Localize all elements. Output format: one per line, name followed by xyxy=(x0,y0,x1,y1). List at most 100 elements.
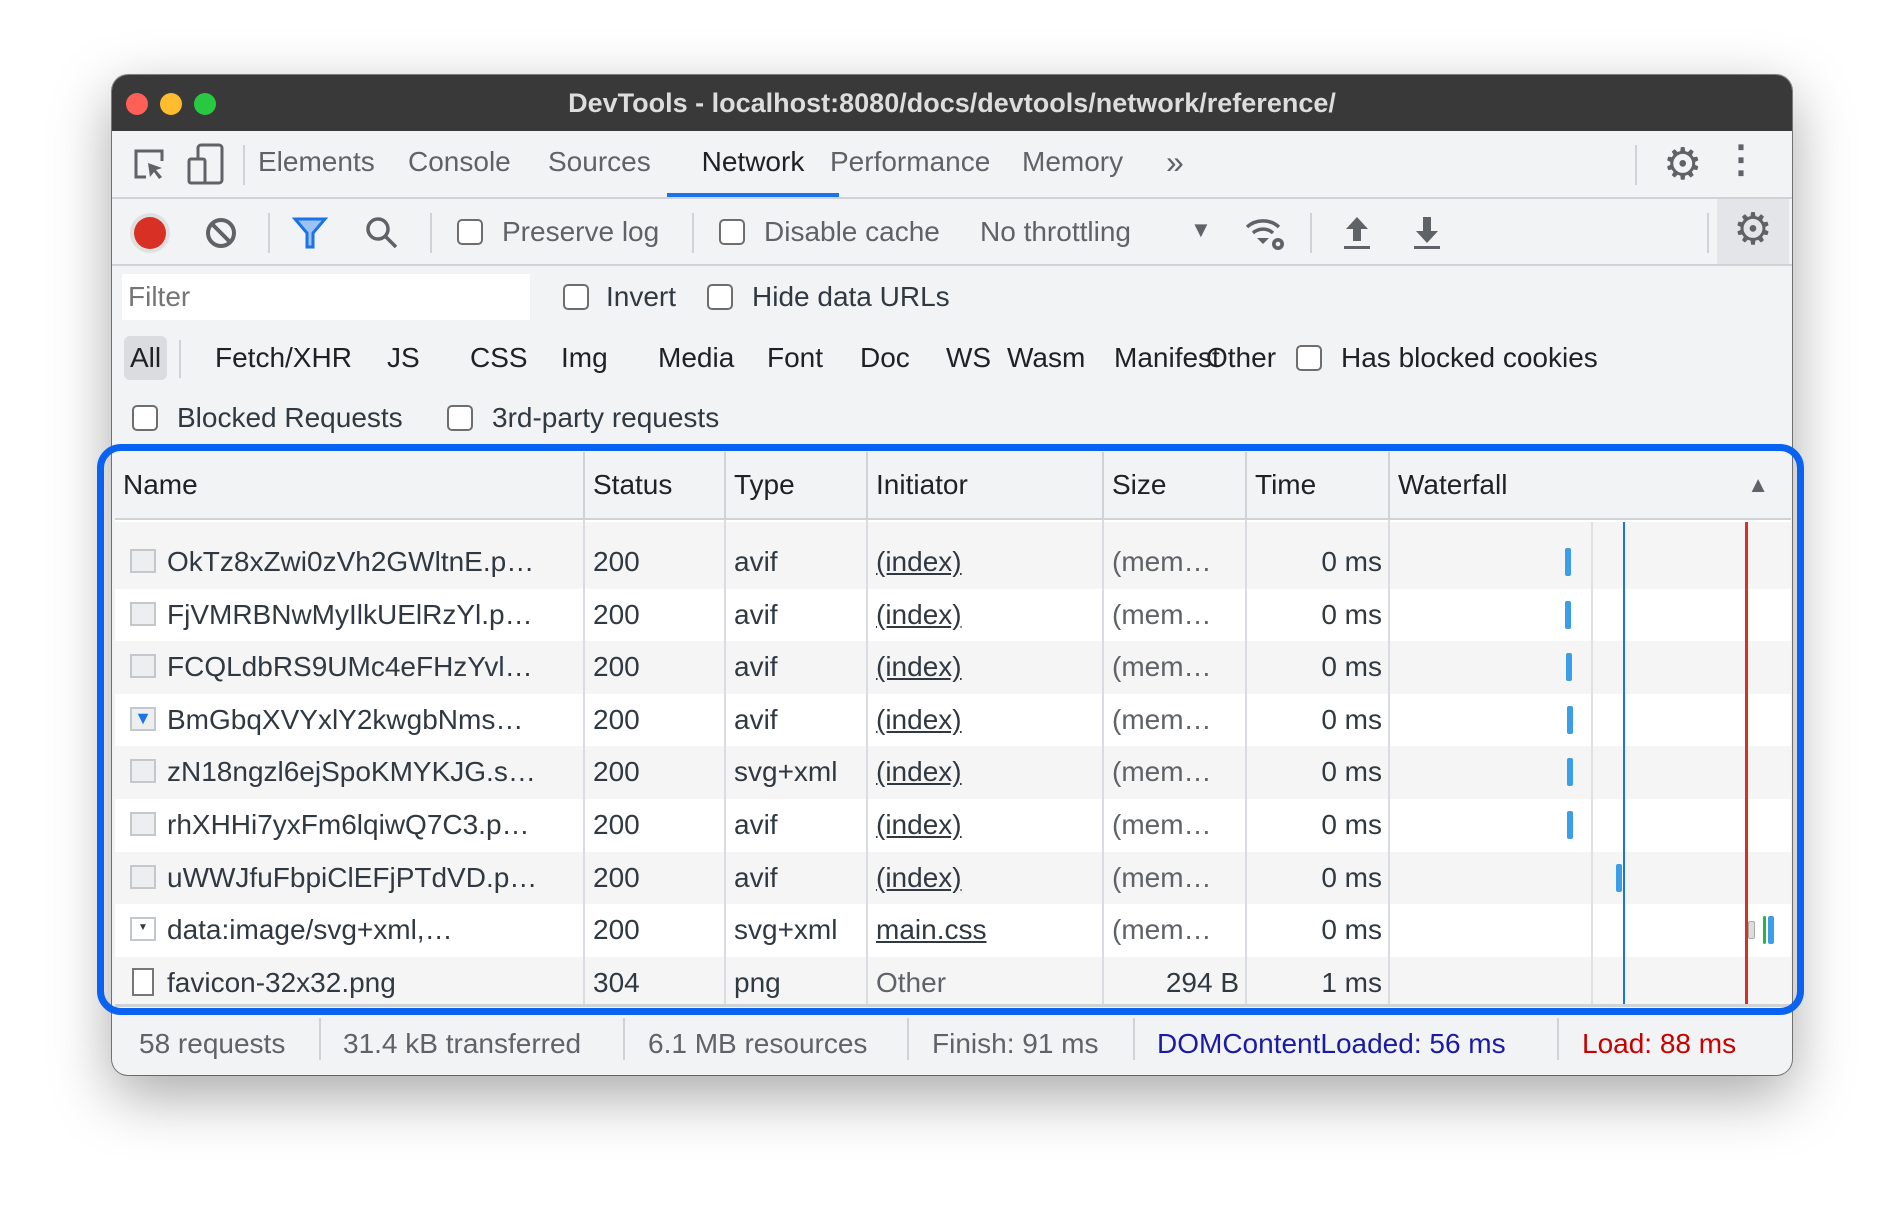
cell-initiator[interactable]: (index) xyxy=(876,598,962,630)
cell-initiator[interactable]: (index) xyxy=(876,703,962,735)
cell-type: avif xyxy=(734,651,778,683)
cell-initiator[interactable]: (index) xyxy=(876,756,962,788)
window-title: DevTools - localhost:8080/docs/devtools/… xyxy=(568,88,1336,118)
export-har-icon[interactable] xyxy=(1412,215,1442,251)
cell-initiator[interactable]: (index) xyxy=(876,546,962,577)
cell-status: 200 xyxy=(593,809,640,840)
table-row[interactable]: FjVMRBNwMyIlkUElRzYl.p… 200 avif (index) (me… xyxy=(115,589,1791,642)
blocked-requests-label: Blocked Requests xyxy=(177,402,403,433)
cell-type: avif xyxy=(734,598,778,630)
waterfall-grid-line xyxy=(1591,522,1593,1007)
table-row[interactable]: rhXHHi7yxFm6lqiwQ7C3.p… 200 avif (index) (me… xyxy=(115,799,1791,852)
column-header-label: Time xyxy=(1255,469,1317,500)
type-filter-js[interactable]: JS xyxy=(387,342,420,373)
table-row[interactable]: OkTz8xZwi0zVh2GWltnE.p… 200 avif (index) (me… xyxy=(115,536,1791,589)
third-party-checkbox[interactable] xyxy=(447,405,473,431)
zoom-window-button[interactable] xyxy=(194,93,216,115)
cell-initiator[interactable]: main.css xyxy=(876,914,987,946)
type-filter-doc[interactable]: Doc xyxy=(860,342,910,373)
column-header-size[interactable]: Size xyxy=(1104,452,1247,520)
tab-sources[interactable]: Sources xyxy=(548,146,651,177)
settings-gear-icon[interactable]: ⚙ xyxy=(1663,140,1703,189)
record-icon[interactable] xyxy=(134,217,166,249)
table-row[interactable]: favicon-32x32.png 304 png Other 294 B 1 ms xyxy=(115,956,1791,1010)
cell-status: 304 xyxy=(593,966,640,998)
dropdown-arrow-icon[interactable]: ▼ xyxy=(1190,217,1212,242)
type-filter-manifest[interactable]: Manifest xyxy=(1114,342,1220,373)
column-header-status[interactable]: Status xyxy=(585,452,726,520)
cell-time: 0 ms xyxy=(1321,703,1382,735)
load-time: Load: 88 ms xyxy=(1582,1028,1737,1059)
cell-size: (mem… xyxy=(1112,546,1212,577)
type-filter-font[interactable]: Font xyxy=(767,342,824,373)
tab-console[interactable]: Console xyxy=(408,146,511,177)
disable-cache-label: Disable cache xyxy=(764,216,940,247)
tab-memory[interactable]: Memory xyxy=(1022,146,1124,177)
network-conditions-icon[interactable] xyxy=(1244,213,1288,253)
filter-icon[interactable] xyxy=(292,215,328,251)
load-marker xyxy=(1745,522,1748,1007)
more-options-icon[interactable]: ⋮ xyxy=(1722,139,1760,181)
column-header-waterfall[interactable]: Waterfall ▲ xyxy=(1390,452,1791,520)
column-header-time[interactable]: Time xyxy=(1247,452,1390,520)
cell-time: 1 ms xyxy=(1321,966,1382,998)
preserve-log-label: Preserve log xyxy=(502,216,660,247)
filter-input[interactable] xyxy=(122,274,530,320)
cell-name: OkTz8xZwi0zVh2GWltnE.p… xyxy=(167,546,535,577)
filter-bar: Invert Hide data URLs xyxy=(112,266,1792,328)
throttling-select[interactable]: No throttling xyxy=(980,216,1131,247)
disable-cache-checkbox[interactable] xyxy=(719,219,745,245)
cell-status: 200 xyxy=(593,703,640,735)
device-toolbar-icon[interactable] xyxy=(186,143,226,187)
network-settings-gear-icon[interactable]: ⚙ xyxy=(1717,199,1789,264)
cell-size: (mem… xyxy=(1112,703,1212,735)
clear-icon[interactable] xyxy=(204,216,238,250)
table-row[interactable]: ▼ BmGbqXVYxlY2kwgbNms… 200 avif (index) (mem…… xyxy=(115,694,1791,747)
cell-size: (mem… xyxy=(1112,861,1212,893)
tab-elements[interactable]: Elements xyxy=(258,146,375,177)
cell-initiator[interactable]: (index) xyxy=(876,809,962,840)
table-row[interactable]: ▼ data:image/svg+xml,… 200 svg+xml main.css (… xyxy=(115,904,1791,957)
dom-content-loaded-marker xyxy=(1623,522,1625,1007)
cell-time: 0 ms xyxy=(1321,861,1382,893)
column-header-name[interactable]: Name xyxy=(115,452,585,520)
type-filter-all[interactable]: All xyxy=(124,336,168,380)
cell-initiator[interactable]: (index) xyxy=(876,651,962,683)
requests-table: Name Status Type Initiator Size Time Waterfall… xyxy=(115,452,1791,1010)
table-row[interactable]: FCQLdbRS9UMc4eFHzYvl… 200 avif (index) (mem…… xyxy=(115,641,1791,694)
type-filter-wasm[interactable]: Wasm xyxy=(1007,342,1086,373)
tab-network[interactable]: Network xyxy=(667,131,839,197)
type-filter-ws[interactable]: WS xyxy=(946,342,992,373)
resource-type-filters: All Fetch/XHR JS CSS Img Media Font Doc WS Wasm Ma… xyxy=(112,328,1792,389)
invert-checkbox[interactable] xyxy=(563,284,589,310)
cell-type: svg+xml xyxy=(734,914,838,946)
table-row[interactable]: uWWJfuFbpiClEFjPTdVD.p… 200 avif (index) (me… xyxy=(115,851,1791,905)
search-icon[interactable] xyxy=(364,215,400,251)
type-filter-other[interactable]: Other xyxy=(1206,342,1277,373)
cell-initiator[interactable]: (index) xyxy=(876,861,962,893)
tab-performance[interactable]: Performance xyxy=(830,146,991,177)
type-filter-img[interactable]: Img xyxy=(561,342,608,373)
image-icon xyxy=(130,812,156,836)
type-filter-fetchxhr[interactable]: Fetch/XHR xyxy=(215,342,352,373)
import-har-icon[interactable] xyxy=(1342,215,1372,251)
hide-data-urls-checkbox[interactable] xyxy=(707,284,733,310)
table-row[interactable]: zN18ngzl6ejSpoKMYKJG.s… 200 svg+xml (index)… xyxy=(115,746,1791,799)
column-header-initiator[interactable]: Initiator xyxy=(868,452,1104,520)
inspect-element-icon[interactable] xyxy=(132,147,168,183)
blocked-requests-checkbox[interactable] xyxy=(132,405,158,431)
type-filter-media[interactable]: Media xyxy=(658,342,735,373)
close-window-button[interactable] xyxy=(126,93,148,115)
transferred-size: 31.4 kB transferred xyxy=(343,1028,582,1059)
waterfall-bar xyxy=(1567,811,1573,839)
column-header-type[interactable]: Type xyxy=(726,452,868,520)
waterfall-bar xyxy=(1565,600,1571,629)
cell-status: 200 xyxy=(593,651,640,683)
preserve-log-checkbox[interactable] xyxy=(457,219,483,245)
minimize-window-button[interactable] xyxy=(160,93,182,115)
has-blocked-cookies-checkbox[interactable] xyxy=(1296,345,1322,371)
more-tabs-button[interactable]: » xyxy=(1166,144,1184,180)
cell-type: avif xyxy=(734,703,778,735)
type-filter-css[interactable]: CSS xyxy=(470,342,528,373)
cell-time: 0 ms xyxy=(1321,914,1382,946)
